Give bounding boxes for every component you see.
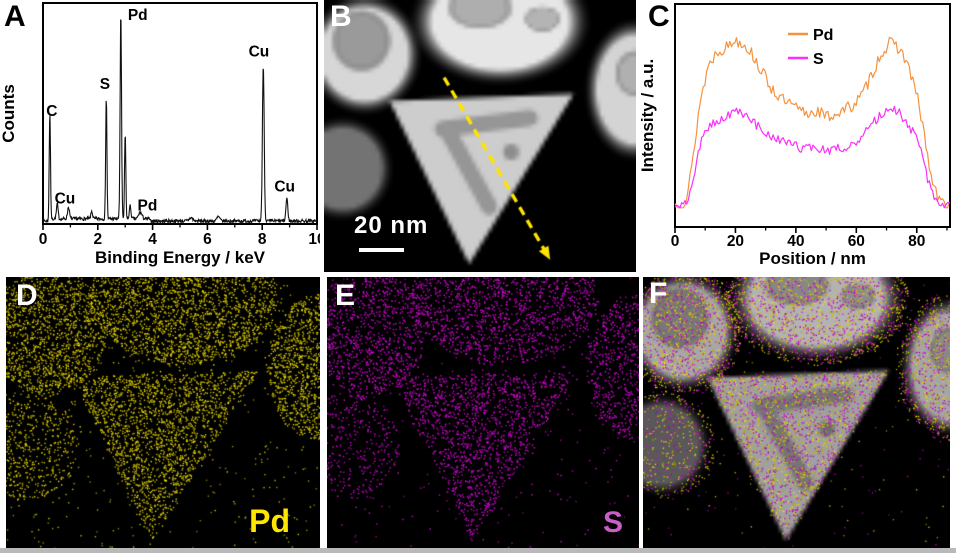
svg-text:6: 6 — [203, 231, 212, 248]
s-element-label: S — [602, 506, 623, 539]
figure-bottom-border — [0, 548, 956, 553]
panel-label-e: E — [335, 279, 356, 312]
pd-map-canvas — [6, 277, 320, 548]
svg-text:0: 0 — [39, 231, 48, 248]
svg-text:10: 10 — [308, 231, 320, 248]
stem-image-canvas — [324, 0, 636, 272]
panel-label-f: F — [649, 277, 668, 310]
eds-spectrum-trace — [42, 19, 317, 225]
line-scan-trace-s — [674, 105, 950, 209]
pd-element-label: Pd — [249, 503, 290, 539]
panel-a-eds-spectrum: 0 2 4 6 8 10 Binding Energy / keV Counts C Cu S Pd P… — [0, 0, 320, 272]
legend-label-pd: Pd — [813, 27, 833, 44]
panel-label-a: A — [4, 0, 26, 33]
panel-label-b: B — [330, 0, 352, 33]
svg-text:60: 60 — [848, 233, 865, 250]
svg-text:Pd: Pd — [138, 198, 158, 215]
svg-text:S: S — [100, 76, 110, 93]
svg-text:80: 80 — [908, 233, 925, 250]
svg-text:Cu: Cu — [55, 190, 76, 207]
svg-text:Binding Energy / keV: Binding Energy / keV — [95, 248, 266, 267]
svg-text:Position / nm: Position / nm — [759, 249, 866, 268]
overlay-map-canvas — [643, 277, 950, 548]
svg-text:Cu: Cu — [249, 44, 270, 61]
svg-text:2: 2 — [93, 231, 102, 248]
eds-spectrum-chart: 0 2 4 6 8 10 Binding Energy / keV Counts C Cu S Pd P… — [0, 2, 320, 267]
panel-label-d: D — [16, 279, 38, 312]
svg-text:Intensity / a.u.: Intensity / a.u. — [640, 59, 657, 172]
svg-text:Counts: Counts — [0, 84, 18, 143]
panel-d-pd-map: D Pd — [6, 277, 320, 548]
scale-bar-label: 20 nm — [354, 212, 429, 239]
scale-bar: 20 nm — [354, 212, 428, 252]
line-scan-trace-pd — [674, 36, 950, 209]
svg-text:C: C — [46, 103, 57, 120]
svg-text:40: 40 — [787, 233, 804, 250]
scale-bar-line — [359, 248, 404, 252]
svg-text:8: 8 — [258, 231, 267, 248]
svg-text:Cu: Cu — [274, 179, 295, 196]
panel-c-line-scan: 0 20 40 60 80 Position / nm Intensity / a.u. Pd… — [640, 0, 956, 272]
svg-text:20: 20 — [727, 233, 744, 250]
panel-f-overlay-map: F — [643, 277, 950, 548]
svg-text:4: 4 — [148, 231, 157, 248]
legend-label-s: S — [813, 51, 824, 68]
panel-b-stem-image: B 20 nm — [324, 0, 636, 272]
line-scan-chart: 0 20 40 60 80 Position / nm Intensity / a.u. Pd… — [640, 3, 951, 268]
svg-text:0: 0 — [671, 233, 680, 250]
s-map-canvas — [327, 277, 639, 548]
panel-e-s-map: E S — [327, 277, 639, 548]
panel-label-c: C — [648, 0, 670, 33]
svg-text:Pd: Pd — [128, 7, 148, 24]
